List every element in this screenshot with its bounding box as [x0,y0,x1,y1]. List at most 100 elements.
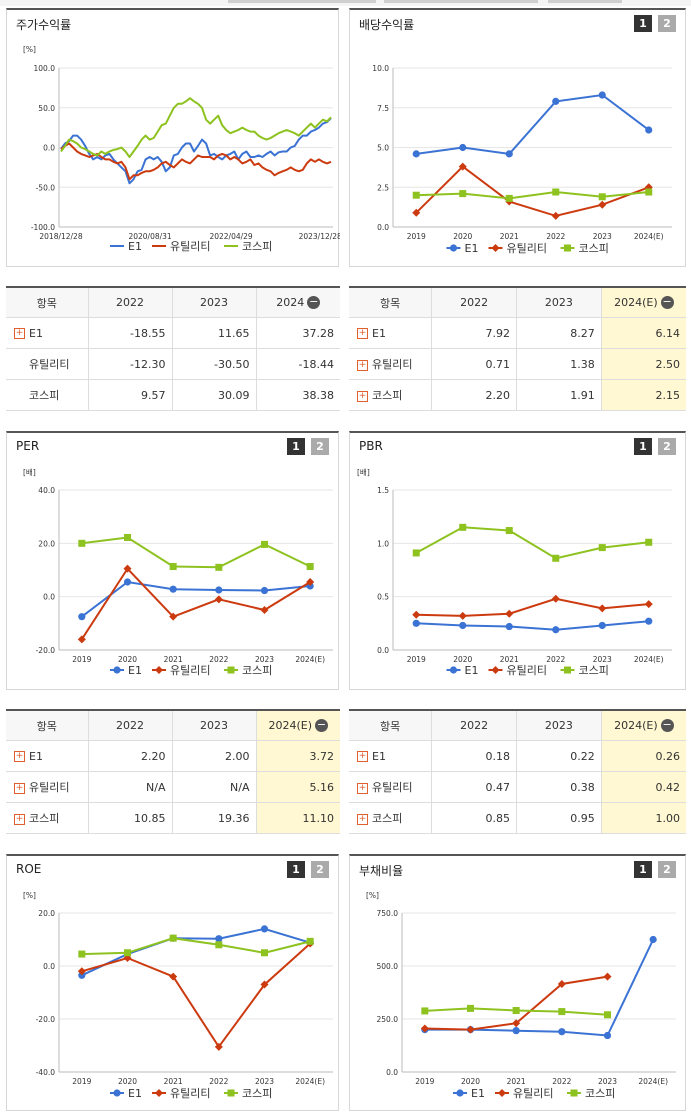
data-point-kospi [645,538,653,546]
data-point-utility [551,211,560,220]
x-tick-label: 2021 [164,1077,183,1086]
legend-label-kospi: 코스피 [579,664,609,677]
row-label: +유틸리티 [349,348,432,380]
table-cell: 8.27 [515,317,602,349]
data-point-e1 [598,621,606,630]
legend-marker-kospi [227,1089,235,1097]
collapse-icon[interactable]: − [660,718,674,733]
data-point-kospi [552,188,560,196]
y-tick-label: 1.5 [377,486,389,495]
legend-marker-utility [155,1089,163,1097]
table-cell: 1.00 [600,802,686,834]
data-point-kospi [215,563,223,571]
pbr-table: 항목 2022 2023 2024(E) − + E1 0.18 0.22 0.26 + 유틸리티 0.… [349,709,686,834]
expand-icon[interactable]: + [357,751,368,762]
page-2-button[interactable]: 2 [311,861,329,878]
expand-icon[interactable]: + [14,751,25,762]
row-label: + E1 [349,740,432,772]
expand-icon[interactable]: + [357,813,368,825]
per-panel: PER 1 2 [배] 40.0 20.0 0.0 -20.0 2019 2020 2021 2… [6,431,339,690]
row-label: +코스피 [6,802,88,834]
page-1-button[interactable]: 1 [634,438,652,455]
expand-icon[interactable]: + [14,782,25,794]
data-point-e1 [552,97,560,105]
legend-label-e1: E1 [128,664,142,677]
stock-return-panel: 주가수익률 [%] 100.0 50.0 0.0 -50.0 -100.0 2018/12/… [6,8,340,267]
expand-icon: + [14,360,25,371]
x-tick-label: 2020 [453,232,472,241]
table-row: + E1 0.18 0.22 0.26 [349,740,686,772]
row-label: +코스피 [349,802,432,834]
series-line-kospi [81,937,311,956]
data-point-e1 [412,150,420,158]
data-point-e1 [215,586,223,594]
x-tick-label: 2023 [593,655,612,664]
pbr-panel: PBR 1 2 [배] 1.5 1.0 0.5 0.0 2019 2020 2021 2022 2… [349,431,686,690]
x-tick-label: 2024(E) [295,1077,325,1086]
data-point-kospi [78,950,86,958]
row-label: + E1 [6,317,88,349]
table-row: + E1 -18.55 11.65 37.28 [6,317,340,349]
page-1-button[interactable]: 1 [634,15,652,32]
expand-icon[interactable]: + [357,359,368,371]
legend-marker-utility [498,1089,506,1097]
expand-icon[interactable]: + [357,328,368,339]
data-point-utility [412,208,421,217]
roe-panel: ROE 1 2 [%] 20.0 0.0 -20.0 -40.0 2019 2020 2021… [6,854,339,1111]
x-tick-label: 2022 [209,1077,228,1086]
x-tick-label: 2019 [415,1077,434,1086]
expand-icon[interactable]: + [14,328,25,339]
per-chart: [배]40.0 20.0 0.0 -20.0 2019 2020 2021 2022 2023 2… [23,468,333,677]
x-tick-label: 2018/12/28 [39,232,82,241]
table-row: + 유틸리티 N/A N/A 5.16 [6,771,340,803]
page-2-button[interactable]: 2 [658,438,676,455]
table-cell: 2.20 [431,379,517,411]
table-row: + 유틸리티 0.71 1.38 2.50 [349,348,686,380]
header-year: 2023 [515,287,602,318]
data-point-kospi [467,1004,474,1012]
table-cell: 1.91 [515,379,602,411]
data-point-utility [123,564,132,573]
x-tick-label: 2019 [407,232,426,241]
data-point-e1 [123,578,132,586]
collapse-icon[interactable]: − [307,295,321,310]
x-tick-label: 2021 [507,1077,526,1086]
panel-title: 배당수익률 [359,18,415,32]
expand-icon[interactable]: + [357,782,368,794]
x-tick-label: 2019 [407,655,426,664]
data-point-utility [466,1025,475,1034]
x-tick-label: 2021 [500,655,519,664]
data-point-e1 [78,613,86,621]
table-cell: 11.10 [255,802,340,834]
data-point-kospi [558,1008,566,1016]
data-point-utility [420,1024,429,1033]
x-tick-label: 2021 [164,655,183,664]
header-year: 2022 [431,287,517,318]
header-year: 2022 [87,710,172,741]
expand-icon[interactable]: + [14,813,25,825]
data-point-utility [598,604,607,613]
page-1-button[interactable]: 1 [287,438,305,455]
legend-marker-utility [155,666,163,674]
y-tick-label: 20.0 [38,909,55,918]
page-1-button[interactable]: 1 [287,861,305,878]
x-tick-label: 2022 [546,655,565,664]
expand-icon[interactable]: + [357,390,368,402]
data-point-kospi [604,1011,611,1019]
table-cell: -30.50 [171,348,256,380]
data-point-e1 [505,150,513,158]
data-point-kospi [505,194,513,202]
table-cell: 10.85 [87,802,172,834]
y-tick-label: 750.0 [377,909,399,918]
data-point-kospi [261,540,268,548]
collapse-icon[interactable]: − [315,718,329,733]
legend-label-kospi: 코스피 [242,1087,272,1100]
panel-title: 부채비율 [359,864,404,878]
page-2-button[interactable]: 2 [658,861,676,878]
page-1-button[interactable]: 1 [634,861,652,878]
y-tick-label: 2.5 [377,183,389,192]
page-2-button[interactable]: 2 [311,438,329,455]
page-2-button[interactable]: 2 [658,15,676,32]
collapse-icon[interactable]: − [660,295,674,310]
data-point-kospi [421,1007,429,1015]
